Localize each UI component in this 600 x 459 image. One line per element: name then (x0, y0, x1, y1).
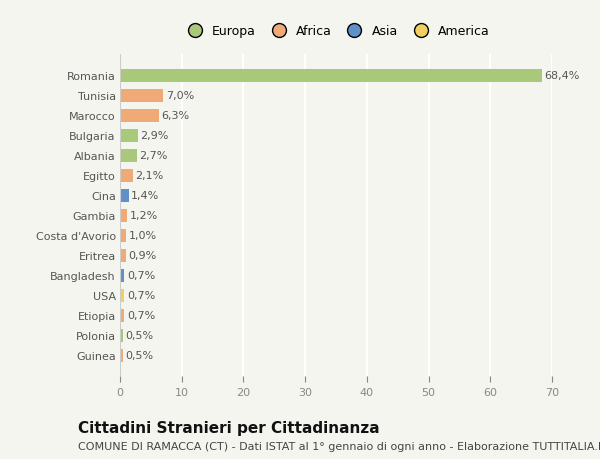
Text: 0,7%: 0,7% (127, 270, 155, 280)
Text: 6,3%: 6,3% (161, 111, 190, 121)
Text: COMUNE DI RAMACCA (CT) - Dati ISTAT al 1° gennaio di ogni anno - Elaborazione TU: COMUNE DI RAMACCA (CT) - Dati ISTAT al 1… (78, 441, 600, 451)
Bar (120, 169, 133, 182)
Bar (120, 309, 124, 322)
Text: 1,4%: 1,4% (131, 191, 160, 201)
Bar (120, 289, 124, 302)
Text: 0,7%: 0,7% (127, 310, 155, 320)
Bar (120, 150, 137, 162)
Text: 7,0%: 7,0% (166, 91, 194, 101)
Text: 0,5%: 0,5% (125, 350, 154, 360)
Text: 2,1%: 2,1% (136, 171, 164, 181)
Bar (120, 209, 127, 222)
Bar (120, 110, 159, 123)
Bar (120, 329, 123, 342)
Text: 1,2%: 1,2% (130, 211, 158, 221)
Bar (120, 90, 163, 102)
Text: 2,9%: 2,9% (140, 131, 169, 141)
Text: 0,9%: 0,9% (128, 251, 156, 261)
Bar (120, 129, 138, 142)
Text: 0,7%: 0,7% (127, 291, 155, 301)
Text: 0,5%: 0,5% (125, 330, 154, 340)
Bar (120, 189, 128, 202)
Bar (120, 269, 124, 282)
Text: 1,0%: 1,0% (128, 231, 157, 241)
Text: 68,4%: 68,4% (545, 71, 580, 81)
Text: 2,7%: 2,7% (139, 151, 167, 161)
Legend: Europa, Africa, Asia, America: Europa, Africa, Asia, America (179, 23, 493, 41)
Bar (120, 249, 125, 262)
Text: Cittadini Stranieri per Cittadinanza: Cittadini Stranieri per Cittadinanza (78, 420, 380, 435)
Bar (120, 229, 126, 242)
Bar (120, 349, 123, 362)
Bar (120, 70, 542, 83)
